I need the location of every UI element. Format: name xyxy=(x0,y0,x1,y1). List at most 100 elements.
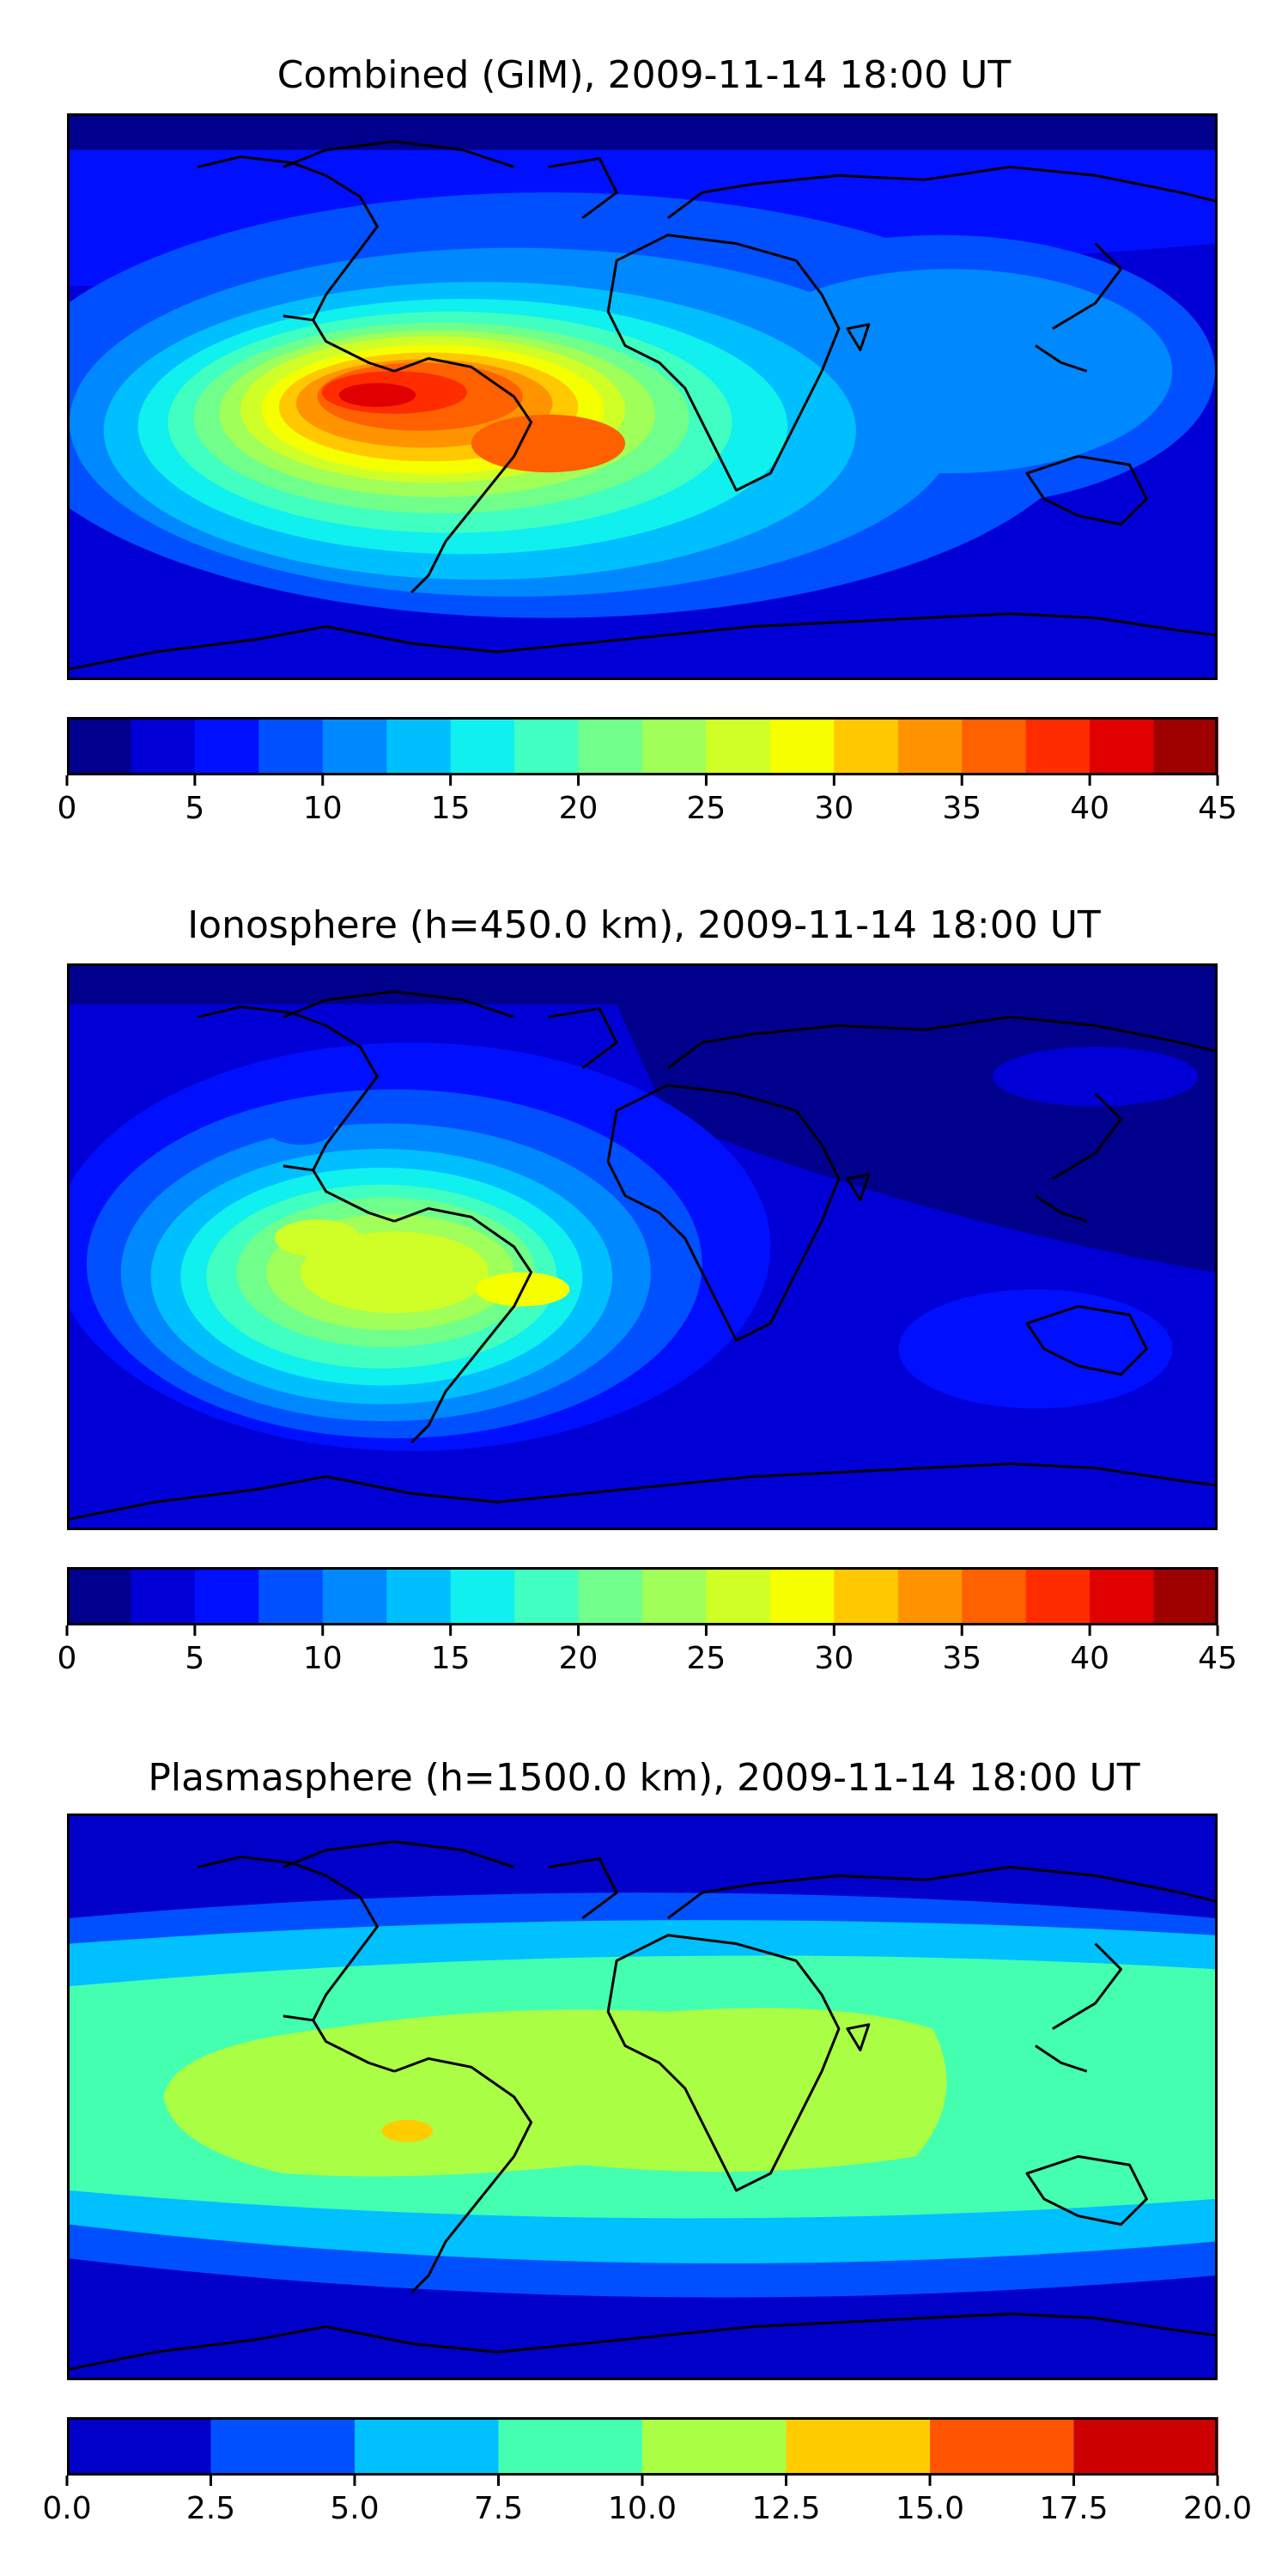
colorbar-segment xyxy=(642,717,708,775)
coastlines xyxy=(70,140,1215,671)
colorbar-tick-label: 35 xyxy=(942,1641,981,1676)
colorbar-tick-label: 17.5 xyxy=(1039,2491,1108,2526)
panel-1-colorbar-svg: 0 5 10 15 20 25 30 35 40 45 xyxy=(58,717,1237,826)
panel-2-map-svg xyxy=(70,966,1215,1528)
colorbar-tick-label: 40 xyxy=(1070,1641,1109,1676)
panel-3-map-svg xyxy=(70,1816,1215,2378)
colorbar-segment xyxy=(514,1567,580,1625)
colorbar-segments xyxy=(67,1567,1218,1625)
colorbar-segment xyxy=(1073,2417,1218,2476)
colorbar-segment xyxy=(1153,1567,1218,1625)
colorbar-segment xyxy=(450,1567,515,1625)
panel-3-map xyxy=(67,1814,1218,2380)
colorbar-segment xyxy=(514,717,580,775)
colorbar-segment xyxy=(834,717,899,775)
colorbar-ticks: 0 5 10 15 20 25 30 35 40 45 xyxy=(58,775,1237,826)
colorbar-segment xyxy=(578,1567,643,1625)
coastlines xyxy=(70,990,1215,1521)
colorbar-segment xyxy=(1153,717,1218,775)
colorbar-tick-label: 15 xyxy=(431,791,471,826)
colorbar-segment xyxy=(1090,1567,1155,1625)
panel-1-map xyxy=(67,113,1218,680)
colorbar-segment xyxy=(194,1567,260,1625)
colorbar-segment xyxy=(67,2417,212,2476)
colorbar-segments xyxy=(67,2417,1218,2476)
level-fill xyxy=(898,1289,1173,1409)
colorbar-segment xyxy=(642,2417,787,2476)
panel-2-colorbar: 0 5 10 15 20 25 30 35 40 45 xyxy=(58,1567,1237,1676)
colorbar-segment xyxy=(1090,717,1155,775)
level-fill xyxy=(274,1219,361,1257)
colorbar-frame xyxy=(67,1567,1218,1625)
colorbar-tick-label: 30 xyxy=(814,1641,854,1676)
colorbar-segment xyxy=(642,1567,708,1625)
colorbar-tick-label: 45 xyxy=(1198,791,1237,826)
colorbar-segment xyxy=(769,717,835,775)
colorbar-tick-label: 20 xyxy=(559,791,598,826)
colorbar-segment xyxy=(1025,717,1091,775)
colorbar-segment xyxy=(210,2417,355,2476)
colorbar-segment xyxy=(450,717,515,775)
panel-3-colorbar-svg: 0.0 2.5 5.0 7.5 10.0 12.5 15.0 17.5 20.0 xyxy=(42,2417,1252,2526)
colorbar-tick-label: 15 xyxy=(431,1641,471,1676)
colorbar-tick-label: 20.0 xyxy=(1183,2491,1252,2526)
colorbar-segment xyxy=(834,1567,899,1625)
colorbar-tick-label: 40 xyxy=(1070,791,1109,826)
panel-1-map-svg xyxy=(70,116,1215,677)
panel-3-colorbar: 0.0 2.5 5.0 7.5 10.0 12.5 15.0 17.5 20.0 xyxy=(42,2417,1252,2526)
colorbar-tick-label: 5 xyxy=(185,1641,204,1676)
coastlines xyxy=(70,1840,1215,2371)
level-fill xyxy=(993,1047,1199,1107)
colorbar-frame xyxy=(67,2417,1218,2476)
colorbar-segment xyxy=(930,2417,1075,2476)
colorbar-segment xyxy=(386,1567,452,1625)
colorbar-tick-label: 25 xyxy=(687,791,726,826)
colorbar-tick-label: 10.0 xyxy=(608,2491,677,2526)
colorbar-segment xyxy=(386,717,452,775)
colorbar-tick-label: 0.0 xyxy=(42,2491,91,2526)
colorbar-segment xyxy=(769,1567,835,1625)
colorbar-tick-label: 35 xyxy=(942,791,981,826)
level-fill xyxy=(471,414,626,473)
colorbar-segment xyxy=(258,1567,324,1625)
colorbar-tick-label: 7.5 xyxy=(474,2491,523,2526)
level-fill xyxy=(300,1231,489,1314)
colorbar-tick-label: 30 xyxy=(814,791,854,826)
level-fill xyxy=(265,1110,335,1145)
colorbar-segment xyxy=(962,717,1027,775)
panel-2-title: Ionosphere (h=450.0 km), 2009-11-14 18:0… xyxy=(187,903,1101,947)
colorbar-tick-label: 5 xyxy=(185,791,204,826)
level-fill xyxy=(599,966,1215,1273)
colorbar-tick-label: 10 xyxy=(303,1641,343,1676)
colorbar-segment xyxy=(897,717,963,775)
colorbar-segment xyxy=(578,717,643,775)
colorbar-tick-label: 0 xyxy=(58,1641,77,1676)
colorbar-segment xyxy=(131,717,196,775)
panel-3-title: Plasmasphere (h=1500.0 km), 2009-11-14 1… xyxy=(148,1756,1140,1800)
colorbar-segment xyxy=(194,717,260,775)
colorbar-segment xyxy=(355,2417,500,2476)
colorbar-segment xyxy=(67,1567,132,1625)
colorbar-segment xyxy=(67,717,132,775)
panel-2-map xyxy=(67,963,1218,1530)
colorbar-tick-label: 20 xyxy=(559,1641,598,1676)
colorbar-tick-label: 15.0 xyxy=(896,2491,964,2526)
colorbar-tick-label: 2.5 xyxy=(186,2491,235,2526)
level-fill xyxy=(381,2119,434,2142)
colorbar-tick-label: 25 xyxy=(687,1641,726,1676)
colorbar-ticks: 0.0 2.5 5.0 7.5 10.0 12.5 15.0 17.5 20.0 xyxy=(42,2476,1252,2526)
level-fill xyxy=(338,383,416,407)
level-fill xyxy=(163,2008,947,2177)
colorbar-segment xyxy=(1025,1567,1091,1625)
colorbar-tick-label: 10 xyxy=(303,791,343,826)
colorbar-tick-label: 0 xyxy=(58,791,77,826)
colorbar-frame xyxy=(67,717,1218,775)
panel-1-title: Combined (GIM), 2009-11-14 18:00 UT xyxy=(276,53,1012,97)
colorbar-tick-label: 12.5 xyxy=(751,2491,820,2526)
colorbar-segment xyxy=(322,717,388,775)
level-fill xyxy=(70,966,1215,1005)
colorbar-tick-label: 45 xyxy=(1198,1641,1237,1676)
colorbar-segment xyxy=(962,1567,1027,1625)
colorbar-tick-label: 5.0 xyxy=(330,2491,379,2526)
colorbar-segment xyxy=(786,2417,931,2476)
